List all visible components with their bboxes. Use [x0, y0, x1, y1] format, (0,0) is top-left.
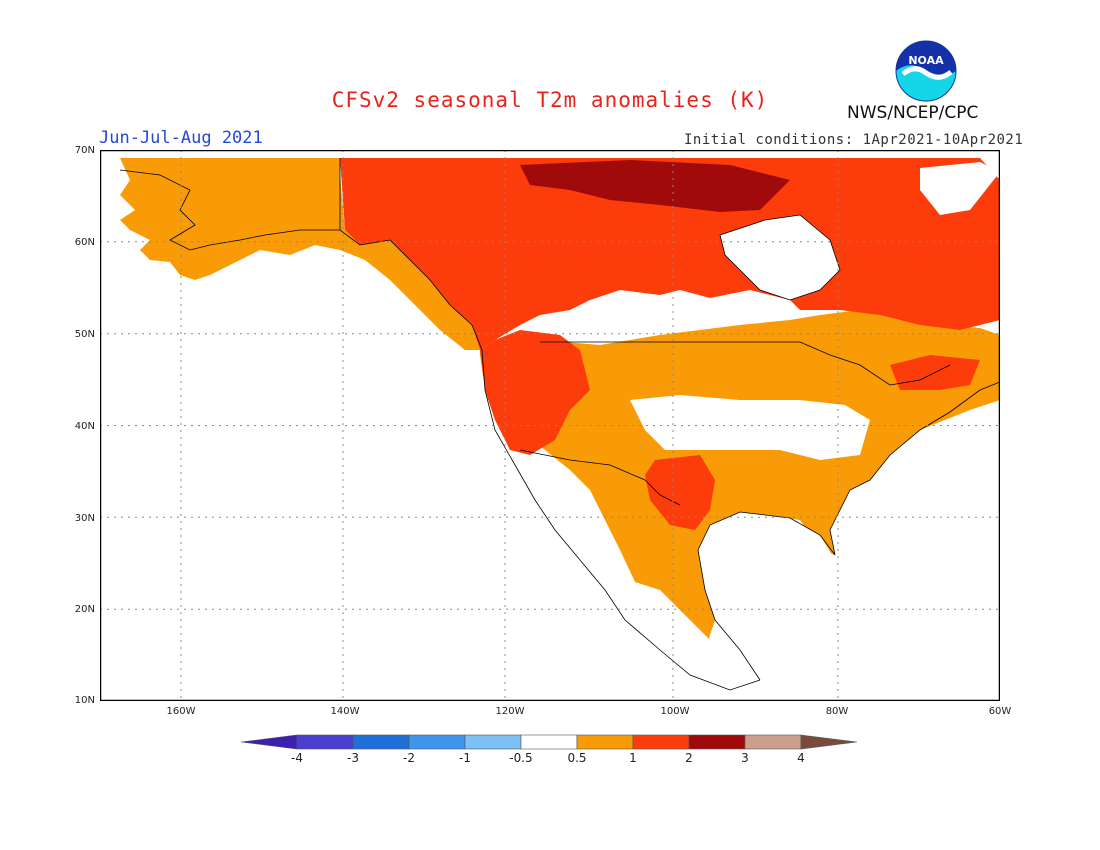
anomaly-region-hudson-bay [720, 215, 840, 300]
colorbar-label-2: 2 [685, 751, 693, 765]
colorbar-boxes [240, 734, 858, 750]
anomaly-region-nunavut [520, 160, 790, 212]
lon-tick-100w: 100W [661, 706, 690, 717]
colorbar-box-8 [688, 734, 746, 750]
anomaly-region-pacific [100, 280, 700, 701]
initial-conditions-label: Initial conditions: 1Apr2021-10Apr2021 [684, 132, 1024, 148]
lat-tick-60n: 60N [75, 237, 95, 248]
season-label: Jun-Jul-Aug 2021 [99, 128, 263, 148]
colorbar-box-10 [800, 734, 858, 750]
colorbar-label-neg2: -2 [403, 751, 415, 765]
anomaly-region-conus-mexico [480, 310, 1000, 660]
border-us-mexico [519, 449, 681, 506]
lat-tick-20n: 20N [75, 604, 95, 615]
anomaly-region-central-us [630, 395, 870, 460]
colorbar-label-0-5: 0.5 [567, 751, 586, 765]
coastline-alaska [119, 169, 473, 326]
gridlines [100, 150, 1000, 701]
lon-tick-140w: 140W [331, 706, 360, 717]
colorbar-box-9 [744, 734, 802, 750]
noaa-logo: NOAA [895, 40, 957, 102]
lat-tick-10n: 10N [75, 695, 95, 706]
map-frame [100, 150, 1000, 701]
anomaly-region-alaska [120, 158, 480, 350]
colorbar-label-4: 4 [797, 751, 805, 765]
colorbar-label-neg4: -4 [291, 751, 303, 765]
colorbar-label-3: 3 [741, 751, 749, 765]
anomaly-region-atlantic [835, 405, 1000, 620]
map-axis-labels: 70N 60N 50N 40N 30N 20N 10N 160W 140W 12… [75, 145, 1012, 717]
colorbar-box-4 [464, 734, 522, 750]
colorbar-box-1 [296, 734, 354, 750]
lon-tick-160w: 160W [167, 706, 196, 717]
colorbar-box-2 [352, 734, 410, 750]
colorbar-box-6 [576, 734, 634, 750]
noaa-logo-text: NOAA [908, 54, 944, 67]
anomaly-region-east-canada-gap [920, 162, 1000, 215]
lat-tick-40n: 40N [75, 421, 95, 432]
colorbar-label-1: 1 [629, 751, 637, 765]
anomaly-region-texas [645, 455, 715, 530]
lat-tick-50n: 50N [75, 329, 95, 340]
colorbar-box-5 [520, 734, 578, 750]
anomaly-region-gulf [700, 512, 1000, 701]
lat-tick-30n: 30N [75, 513, 95, 524]
coastline-west [471, 324, 761, 691]
anomaly-map [100, 150, 1000, 701]
map-title: CFSv2 seasonal T2m anomalies (K) [331, 88, 769, 112]
coastline-hudson-bay [719, 214, 841, 301]
colorbar-box-0 [240, 734, 298, 750]
coastline-gulf-east [697, 381, 1000, 681]
lat-tick-70n: 70N [75, 145, 95, 156]
colorbar-label-neg1: -1 [459, 751, 471, 765]
colorbar-label-neg3: -3 [347, 751, 359, 765]
anomaly-region-west-us [480, 330, 590, 455]
colorbar: -4 -3 -2 -1 -0.5 0.5 1 2 3 4 [240, 734, 858, 765]
colorbar-box-3 [408, 734, 466, 750]
lon-tick-80w: 80W [826, 706, 849, 717]
colorbar-box-7 [632, 734, 690, 750]
coastlines [119, 158, 1000, 691]
colorbar-label-neg0-5: -0.5 [509, 751, 532, 765]
lon-tick-60w: 60W [989, 706, 1012, 717]
anomaly-shading [100, 158, 1000, 701]
organization-label: NWS/NCEP/CPC [847, 103, 979, 123]
colorbar-labels: -4 -3 -2 -1 -0.5 0.5 1 2 3 4 [291, 751, 805, 765]
border-us-canada [540, 341, 951, 386]
lon-tick-120w: 120W [496, 706, 525, 717]
